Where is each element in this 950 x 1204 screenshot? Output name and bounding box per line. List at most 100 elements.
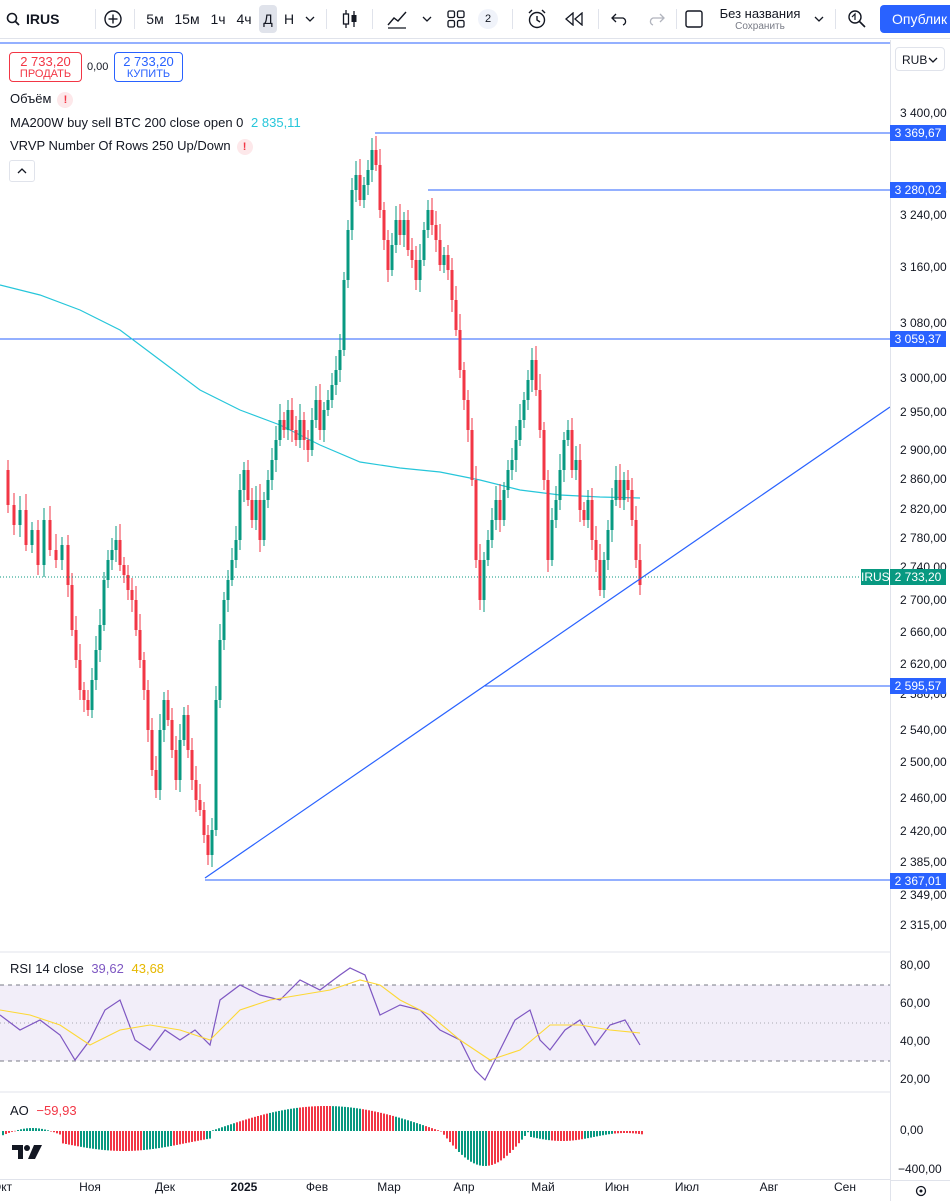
time-label: Дек [154,1180,176,1194]
ao-bar [410,1121,412,1131]
ao-bar [449,1131,451,1143]
candle-body [566,430,570,440]
interval-week[interactable]: Н [283,11,295,27]
ao-bar [167,1131,169,1147]
ao-bar [485,1131,487,1166]
gear-icon [915,1185,927,1197]
price-chart[interactable] [0,40,890,1180]
ao-bar [83,1131,85,1148]
trend-line[interactable] [204,406,890,879]
publish-button[interactable]: Опублик [880,5,950,33]
candle-body [570,430,574,470]
vrvp-legend[interactable]: VRVP Number Of Rows 250 Up/Down! [10,138,253,155]
symbol-search[interactable]: IRUS [6,0,64,38]
candle-body [538,390,542,430]
price-scale[interactable] [890,40,950,1180]
ao-bar [572,1131,574,1141]
ma-legend[interactable]: MA200W buy sell BTC 200 close open 0 2 8… [10,115,301,130]
price-axis-label: 2 420,00 [900,824,947,838]
compare-add-icon[interactable] [100,0,126,38]
layout-chevron-down-icon[interactable] [811,0,827,38]
candles-icon[interactable] [338,0,362,38]
ao-bar [44,1129,46,1131]
collapse-legend-button[interactable] [9,160,35,182]
tradingview-logo[interactable] [11,1143,45,1164]
candle-body [54,550,58,560]
candle-body [582,510,586,520]
ao-bar [521,1131,523,1140]
redo-icon[interactable] [644,0,668,38]
volume-legend[interactable]: Объём! [10,91,74,108]
interval-day[interactable]: Д [259,5,277,33]
ao-bar [146,1131,148,1150]
interval-15m[interactable]: 15м [174,11,200,27]
ao-bar [626,1131,628,1134]
undo-icon[interactable] [608,0,632,38]
candle-body [358,175,362,200]
candle-body [6,470,10,505]
ao-bar [395,1116,397,1131]
layout-count-badge[interactable]: 2 [476,0,500,38]
quick-search-icon[interactable] [844,0,870,38]
time-label: Фев [305,1180,329,1194]
volume-warning-icon[interactable]: ! [57,91,74,108]
ao-bar [95,1131,97,1150]
interval-4h[interactable]: 4ч [236,11,252,27]
ao-bar [290,1108,292,1131]
intervals-chevron-down-icon[interactable] [302,0,318,38]
currency-select[interactable]: RUB [895,47,945,71]
ao-bar [113,1131,115,1151]
candle-body [630,490,634,520]
candle-body [290,410,294,430]
interval-1h[interactable]: 1ч [210,11,226,27]
ao-bar [281,1110,283,1131]
ao-bar [503,1131,505,1159]
candle-body [326,400,330,410]
layout-grid-icon[interactable] [444,0,468,38]
candle-body [74,630,78,660]
ao-bar [233,1123,235,1131]
price-axis-label: 2 820,00 [900,502,947,516]
layout-checkbox-icon[interactable] [682,0,706,38]
ao-bar [329,1106,331,1131]
candle-body [298,420,302,440]
ao-bar [377,1112,379,1131]
sell-button[interactable]: 2 733,20 ПРОДАТЬ [9,52,82,82]
ao-bar [122,1131,124,1151]
ao-bar [392,1115,394,1131]
candle-body [102,580,106,625]
candle-body [314,400,318,420]
replay-icon[interactable] [562,0,586,38]
scale-settings[interactable] [890,1180,950,1201]
rsi-ma-value: 43,68 [131,961,165,976]
ao-bar [386,1114,388,1131]
candle-body [406,220,410,250]
time-axis[interactable] [0,1179,890,1201]
level-badge: 2 595,57 [890,678,946,694]
candle-body [250,500,254,520]
ao-bar [533,1131,535,1138]
layout-name[interactable]: Без названия Сохранить [710,0,810,38]
buy-button[interactable]: 2 733,20 КУПИТЬ [114,52,183,82]
ao-bar [5,1131,7,1135]
candle-body [618,480,622,500]
price-axis-label: 2 780,00 [900,531,947,545]
ao-legend[interactable]: AO −59,93 [10,1103,77,1118]
candle-body [494,500,498,520]
ao-bar [545,1131,547,1140]
candle-body [238,490,242,540]
alert-clock-icon[interactable] [524,0,550,38]
ao-bar [284,1109,286,1131]
indicators-chevron-down-icon[interactable] [419,0,435,38]
interval-5m[interactable]: 5м [146,11,164,27]
rsi-legend[interactable]: RSI 14 close 39,62 43,68 [10,961,165,976]
ao-bar [431,1128,433,1131]
vrvp-warning-icon[interactable]: ! [236,138,253,155]
ao-bar [206,1131,208,1140]
candle-body [18,510,22,525]
ao-bar [446,1131,448,1139]
ao-bar [299,1107,301,1131]
candle-body [390,245,394,270]
indicators-icon[interactable] [384,0,410,38]
ao-bar [308,1106,310,1131]
